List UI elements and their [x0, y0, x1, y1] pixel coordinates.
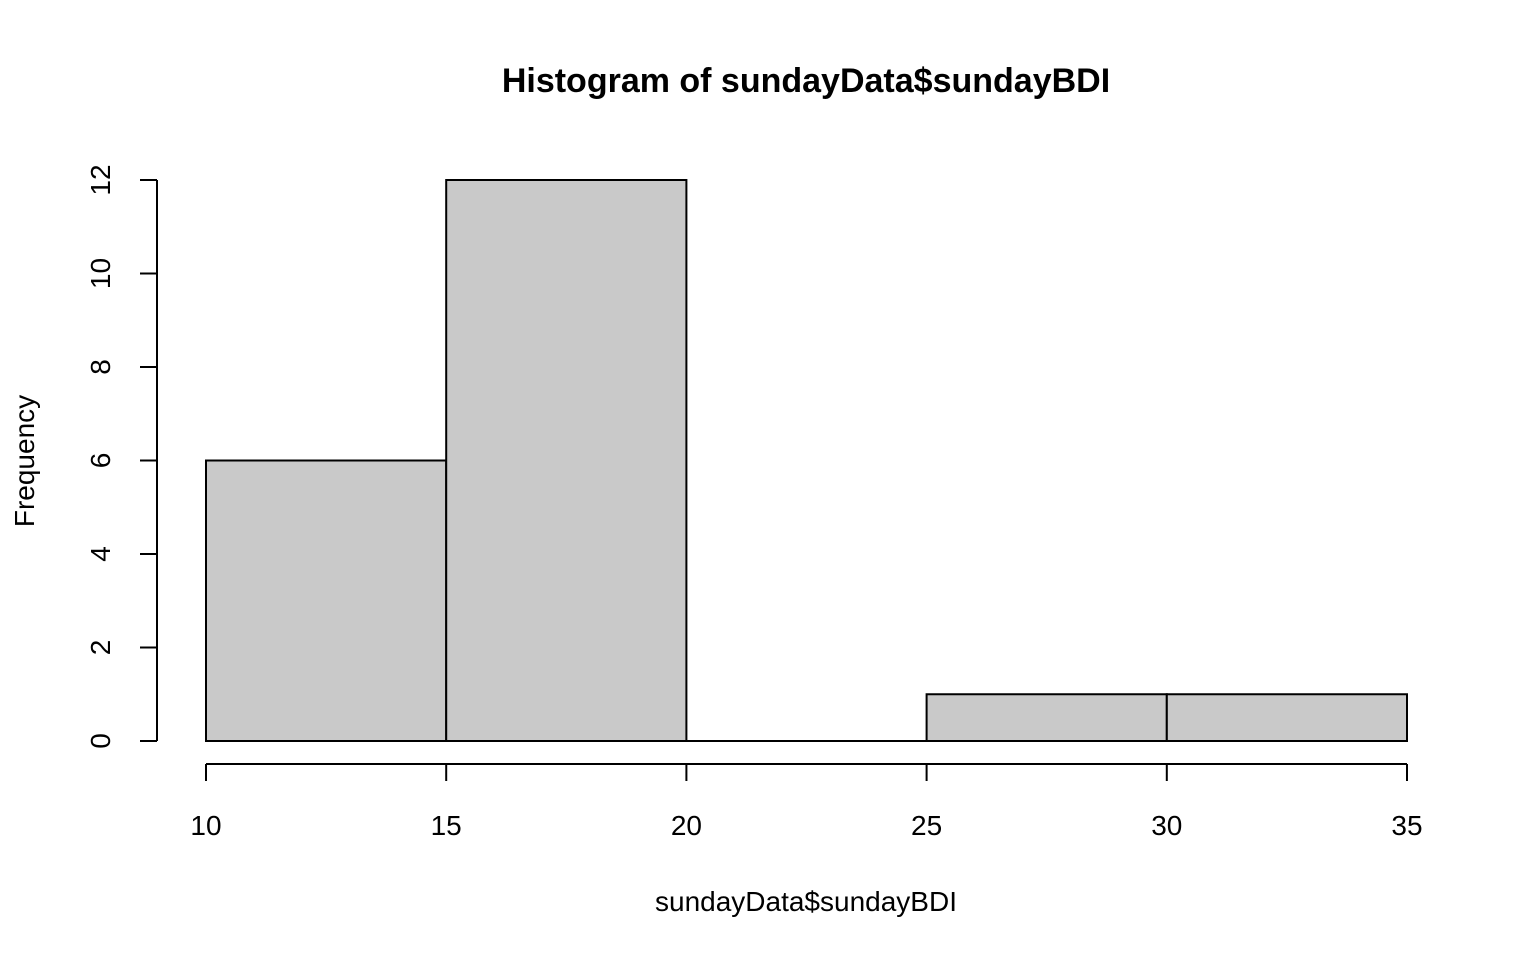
- x-tick-label: 15: [431, 810, 462, 841]
- y-tick-label: 2: [85, 640, 116, 656]
- bars-layer: [205, 179, 1409, 742]
- x-tick-label: 20: [671, 810, 702, 841]
- y-tick-label: 6: [85, 453, 116, 469]
- y-tick-label: 4: [85, 546, 116, 562]
- histogram-bar: [205, 459, 448, 742]
- x-tick-label: 30: [1151, 810, 1182, 841]
- y-tick-label: 0: [85, 733, 116, 749]
- y-axis-label: Frequency: [9, 395, 40, 527]
- x-tick-label: 35: [1391, 810, 1422, 841]
- x-axis-label: sundayData$sundayBDI: [655, 886, 957, 917]
- y-tick-label: 10: [85, 258, 116, 289]
- chart-title: Histogram of sundayData$sundayBDI: [502, 62, 1110, 100]
- histogram-bar: [1165, 693, 1409, 742]
- x-axis: 10 15 20 25 30 35: [190, 763, 1423, 841]
- x-tick-label: 25: [911, 810, 942, 841]
- histogram-bar: [925, 693, 1168, 742]
- histogram-bar: [445, 179, 688, 742]
- x-tick-label: 10: [190, 810, 221, 841]
- y-tick-label: 12: [85, 164, 116, 195]
- y-tick-label: 8: [85, 359, 116, 375]
- y-axis: 0 2 4 6 8 10 12: [85, 164, 158, 749]
